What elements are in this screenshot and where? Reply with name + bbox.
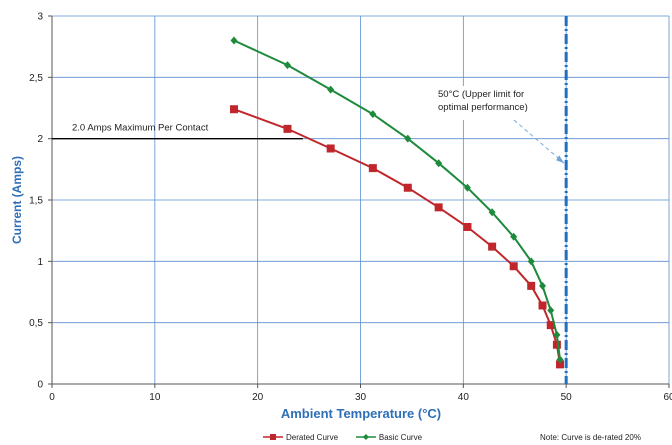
axes bbox=[48, 15, 670, 388]
y-tick-label-1.5: 1,5 bbox=[29, 196, 43, 207]
grid bbox=[52, 15, 670, 384]
basic-curve-point bbox=[435, 159, 443, 168]
derated-curve-point bbox=[326, 144, 335, 153]
derated-curve-point bbox=[527, 281, 536, 290]
x-tick-label-0: 0 bbox=[49, 392, 55, 403]
y-tick-label-3: 3 bbox=[37, 12, 43, 23]
callout-arrow-head bbox=[556, 155, 565, 164]
callout-arrow bbox=[513, 119, 565, 164]
y-tick-label-2.5: 2,5 bbox=[29, 73, 43, 84]
legend-basic-curve-label: Basic Curve bbox=[379, 433, 423, 442]
callout-line-2: optimal performance) bbox=[438, 102, 528, 113]
legend-basic-curve-marker bbox=[362, 434, 369, 440]
x-axis-title: Ambient Temperature (°C) bbox=[281, 406, 441, 421]
derated-curve-point bbox=[368, 164, 377, 173]
derated-curve-point bbox=[463, 222, 472, 231]
x-tick-label-10: 10 bbox=[149, 392, 161, 403]
x-tick-label-40: 40 bbox=[458, 392, 470, 403]
derated-curve-point bbox=[538, 301, 547, 310]
basic-curve-point bbox=[283, 61, 291, 70]
reference-lines bbox=[52, 16, 568, 384]
x-tick-label-60: 60 bbox=[663, 392, 672, 403]
basic-curve-point bbox=[527, 257, 535, 266]
basic-curve-point bbox=[539, 281, 547, 290]
basic-curve-point bbox=[488, 208, 496, 217]
basic-curve-point bbox=[556, 355, 564, 364]
basic-curve-point bbox=[547, 306, 555, 315]
annotations: 2.0 Amps Maximum Per Contact 50°C (Upper … bbox=[72, 86, 565, 164]
derated-curve-point bbox=[546, 321, 555, 330]
derated-curve-point bbox=[552, 340, 561, 349]
y-tick-label-1: 1 bbox=[37, 257, 43, 268]
basic-curve-point bbox=[510, 232, 518, 241]
y-tick-label-0: 0 bbox=[37, 380, 43, 391]
legend-derated-curve-label: Derated Curve bbox=[286, 433, 339, 442]
basic-curve-point bbox=[327, 85, 335, 94]
legend: Derated Curve Basic Curve bbox=[263, 433, 423, 442]
callout-line-1: 50°C (Upper limit for bbox=[438, 89, 524, 100]
derated-curve-point bbox=[509, 262, 518, 271]
derated-curve-point bbox=[434, 203, 443, 212]
y-tick-label-0.5: 0,5 bbox=[29, 318, 43, 329]
derated-curve-point bbox=[403, 183, 412, 192]
basic-curve-line bbox=[233, 39, 561, 360]
x-tick-label-50: 50 bbox=[561, 392, 573, 403]
tick-labels: 0 10 20 30 40 50 60 0 0,5 1 1,5 2 2,5 3 bbox=[29, 12, 672, 404]
y-axis-title: Current (Amps) bbox=[10, 156, 24, 244]
basic-curve-point bbox=[230, 36, 238, 45]
basic-curve-point bbox=[463, 183, 471, 192]
series bbox=[230, 36, 564, 369]
derated-curve-point bbox=[488, 242, 497, 251]
derated-curve-point bbox=[555, 360, 564, 369]
derated-curve-point bbox=[230, 105, 239, 114]
y-tick-label-2: 2 bbox=[37, 134, 43, 145]
legend-derated-curve-marker bbox=[270, 434, 276, 440]
derated-curve-point bbox=[283, 124, 292, 133]
basic-curve-point bbox=[553, 330, 561, 339]
basic-curve-point bbox=[369, 110, 377, 119]
note-text: Note: Curve is de-rated 20% bbox=[540, 433, 641, 442]
x-tick-label-30: 30 bbox=[355, 392, 367, 403]
max-current-label: 2.0 Amps Maximum Per Contact bbox=[72, 123, 209, 134]
basic-curve-point bbox=[404, 134, 412, 143]
x-tick-label-20: 20 bbox=[252, 392, 264, 403]
callout-box bbox=[428, 86, 548, 120]
